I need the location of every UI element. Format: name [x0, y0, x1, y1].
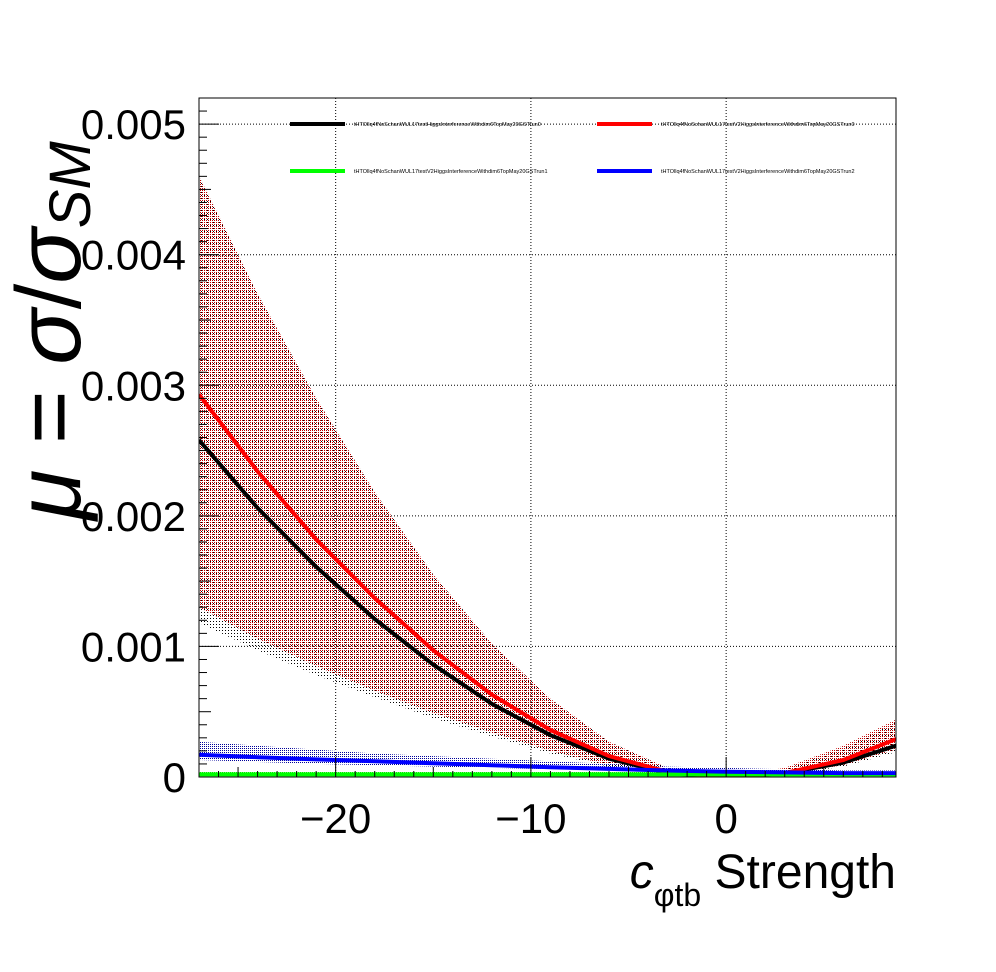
y-tick-label: 0.003: [81, 362, 186, 409]
y-axis-title-sigma-sm: σ: [0, 225, 100, 284]
axis-tick-labels: −20 −10 0 0 0.001 0.002 0.003 0.004 0.005: [81, 101, 738, 842]
legend-label: tHTOllq4fNoSchanWUL17testHiggsInterferen…: [354, 122, 541, 128]
legend-label: tHTOllq4fNoSchanWUL17testV2HiggsInterfer…: [661, 169, 855, 175]
uncertainty-band: [199, 176, 896, 777]
y-axis-title-slash: /: [0, 283, 100, 309]
axis-ticks: [199, 97, 883, 778]
x-axis-title: cφtb Strength: [630, 846, 896, 913]
y-tick-label: 0.004: [81, 232, 186, 279]
y-axis-title-sigma: σ: [0, 306, 100, 365]
y-tick-label: 0.001: [81, 623, 186, 670]
legend-label: tHTOllq4fNoSchanWUL17testV2HiggsInterfer…: [354, 169, 548, 175]
x-tick-label: 0: [714, 795, 737, 842]
x-axis-title-base: c: [630, 846, 654, 899]
y-axis-title-subscript: SM: [38, 141, 103, 229]
y-tick-label: 0: [163, 754, 186, 801]
x-axis-title-subscript: φtb: [654, 877, 701, 913]
x-tick-label: −20: [300, 795, 371, 842]
uncertainty-bands: [199, 176, 896, 777]
y-axis-title: μ = σ/σSM: [0, 141, 103, 522]
y-tick-label: 0.002: [81, 493, 186, 540]
y-axis-title-mu: μ: [0, 470, 100, 522]
legend: tHTOllq4fNoSchanWUL17testHiggsInterferen…: [290, 122, 855, 175]
y-axis-title-eq: =: [0, 365, 100, 470]
x-axis-title-rest: Strength: [701, 846, 896, 899]
x-tick-label: −10: [495, 795, 566, 842]
legend-label: tHTOllq4fNoSchanWUL17testV2HiggsInterfer…: [661, 122, 855, 128]
y-tick-label: 0.005: [81, 101, 186, 148]
